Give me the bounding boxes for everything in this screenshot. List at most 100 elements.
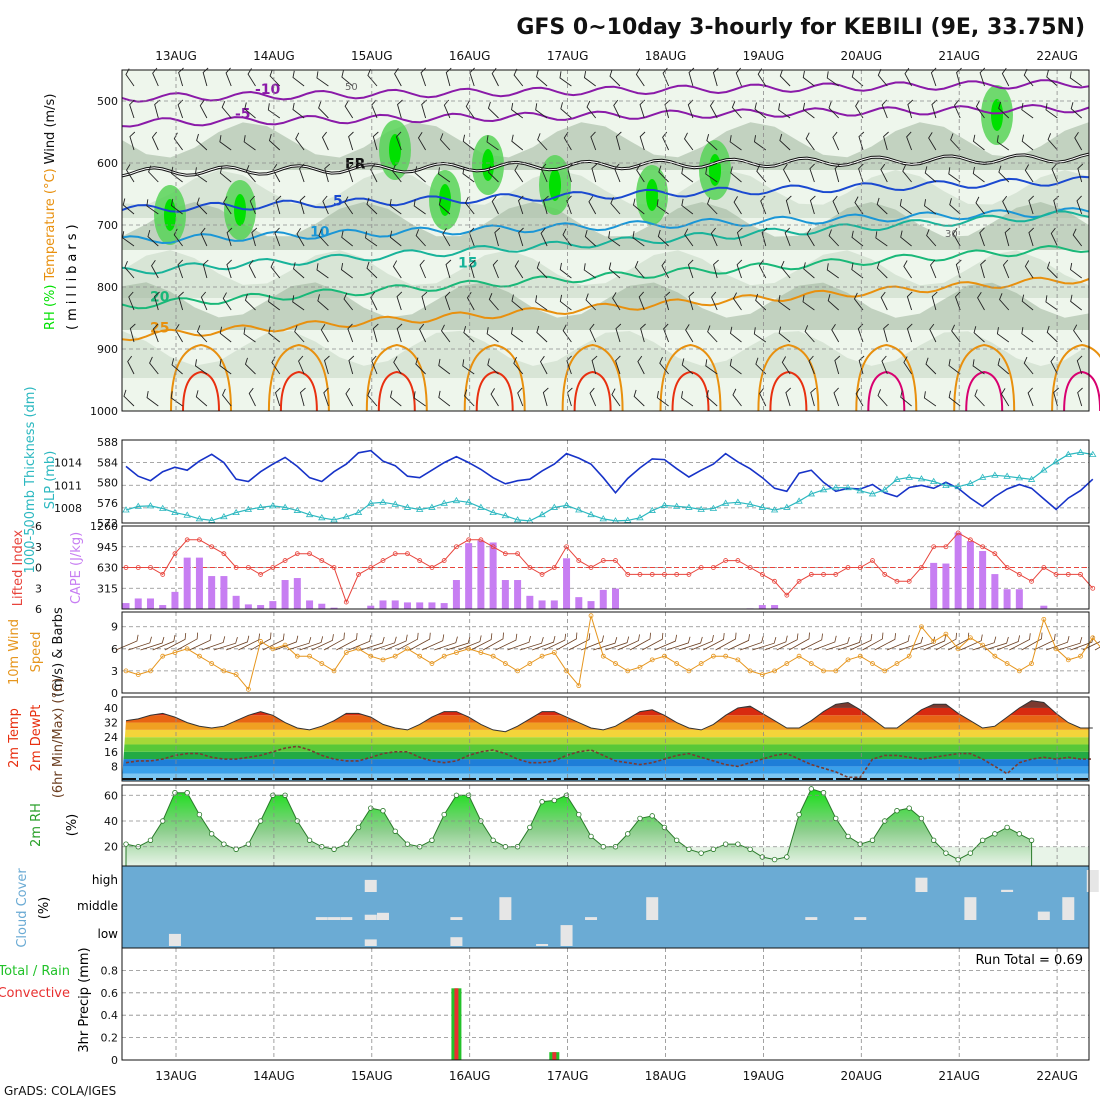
wind-barb xyxy=(1076,355,1083,375)
wind-barb xyxy=(827,294,839,311)
wind-barb xyxy=(975,100,985,119)
wind-barb xyxy=(438,390,451,407)
wind-speed-point xyxy=(233,672,239,677)
wind-barb xyxy=(635,68,645,87)
wind-barb xyxy=(924,199,937,215)
rh2m-point xyxy=(979,837,986,843)
isotherm-warm-loop xyxy=(463,343,526,412)
date-label-top: 20AUG xyxy=(841,49,883,63)
rh2m-point xyxy=(943,850,949,856)
cape-bar xyxy=(465,543,473,609)
rh2m-point xyxy=(686,846,692,852)
wind-barb xyxy=(733,196,742,215)
wind-barb xyxy=(462,166,475,183)
date-label-top: 15AUG xyxy=(351,49,393,63)
wind-barb xyxy=(341,70,353,87)
slp-tick: 1011 xyxy=(54,479,82,492)
wind-barb xyxy=(221,100,232,119)
rh2m-tick: 60 xyxy=(104,789,118,802)
isotherm-hot-loop xyxy=(475,370,514,412)
wind-barb xyxy=(151,259,159,279)
wind-barb xyxy=(609,69,621,87)
wind-speed-point xyxy=(502,661,508,666)
wind-barb xyxy=(417,132,426,151)
slp-tick: 1008 xyxy=(54,502,82,515)
wind-barb xyxy=(152,323,159,343)
wind-barb xyxy=(834,163,841,183)
wind-barb xyxy=(853,292,864,311)
wind-barb-10m xyxy=(629,632,651,651)
wind-barb xyxy=(684,228,694,247)
cape-bar xyxy=(269,601,277,609)
wind-barb xyxy=(292,70,305,87)
cloud-layer-label: high xyxy=(92,873,118,887)
rh2m-point xyxy=(527,824,533,831)
isotherm-freezing-inner xyxy=(121,153,1090,177)
wind-barb xyxy=(761,227,768,247)
isotherm-hot-loop xyxy=(377,370,416,412)
wind-barb xyxy=(370,291,378,311)
wind-barb xyxy=(223,196,232,215)
wind-barb xyxy=(931,291,938,311)
wind-barb xyxy=(615,323,622,343)
wind-barb-10m xyxy=(642,632,664,651)
wind-barb xyxy=(611,388,621,407)
wind-barb xyxy=(292,295,305,311)
wind-speed-point xyxy=(906,653,912,659)
thickness-tick: 584 xyxy=(97,456,118,469)
rh2m-point xyxy=(355,824,362,831)
cape-bar xyxy=(954,532,962,609)
wind-barb xyxy=(1023,356,1034,375)
wind-tick: 0 xyxy=(111,687,118,700)
lifted-index-ylabel: Lifted Index xyxy=(11,529,26,606)
wind-barb-10m xyxy=(519,637,544,651)
rh2m-units: (%) xyxy=(65,814,80,837)
wind-barb-10m xyxy=(274,635,299,651)
wind-barb xyxy=(730,166,742,183)
wind-barb xyxy=(810,387,817,407)
cloud-patch xyxy=(854,917,867,920)
wind-barb xyxy=(1051,163,1058,183)
wind-barb-10m xyxy=(739,636,764,651)
wind-barb xyxy=(613,99,621,119)
wind-barb xyxy=(1024,164,1034,183)
wind-barb xyxy=(367,389,378,407)
rh2m-point xyxy=(404,841,411,847)
wind-speed-point xyxy=(197,653,202,659)
upper-air-units: (millibars) xyxy=(65,220,80,330)
rh2m-tick: 20 xyxy=(104,841,118,854)
wind-barb xyxy=(926,229,937,247)
wind-barb-10m xyxy=(434,636,458,651)
rh2m-point xyxy=(833,815,839,822)
wind-barb xyxy=(487,165,499,183)
wind-barb xyxy=(851,230,864,247)
thickness-point xyxy=(660,501,669,508)
wind-barb xyxy=(465,100,475,119)
wind-barb xyxy=(443,99,451,119)
isotherm-warm-loop xyxy=(561,343,624,412)
wind-speed-point xyxy=(184,646,190,652)
cape-bar xyxy=(477,540,485,609)
rh2m-point xyxy=(930,837,937,843)
wind-barb xyxy=(439,133,451,151)
cloud-patch xyxy=(1037,911,1050,920)
wind-barb-10m xyxy=(482,632,504,651)
wind-speed-point xyxy=(1041,616,1047,622)
wind-barb xyxy=(729,135,742,151)
wind-speed-point xyxy=(784,661,790,666)
wind-barb xyxy=(656,391,669,407)
wind-barb xyxy=(778,326,791,343)
wind-barb xyxy=(589,323,597,343)
wind-barb xyxy=(881,99,888,119)
precip-tick: 0.8 xyxy=(101,964,119,977)
lifted-index-point xyxy=(588,565,594,570)
temp-band xyxy=(122,729,1089,738)
wind-barb xyxy=(632,231,645,247)
wind-barb xyxy=(998,101,1010,119)
wind-barb xyxy=(122,198,135,215)
wind-barb xyxy=(372,131,379,151)
wind-barb xyxy=(511,102,524,119)
wind-barb xyxy=(171,358,183,375)
rh-contour-label: 50 xyxy=(345,82,358,93)
